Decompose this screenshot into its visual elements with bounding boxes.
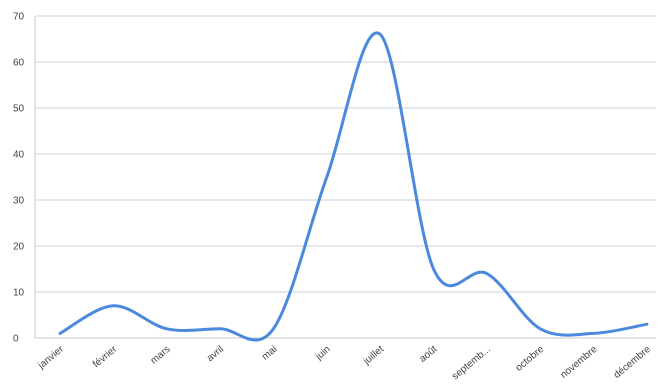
- x-tick-label: décembre: [612, 344, 653, 381]
- x-tick-label: juin: [313, 344, 333, 363]
- x-tick-label: juillet: [361, 344, 386, 368]
- y-tick-label: 70: [13, 12, 25, 23]
- x-tick-label: avril: [205, 344, 226, 364]
- x-tick-label: mai: [260, 344, 279, 363]
- x-tick-label: février: [91, 343, 120, 370]
- x-tick-label: août: [417, 344, 439, 365]
- series-layer: [58, 31, 649, 342]
- series-line: [58, 31, 649, 342]
- y-tick-label: 60: [13, 58, 25, 69]
- y-tick-label: 20: [13, 242, 25, 253]
- gridlines: [34, 15, 656, 339]
- y-tick-label: 30: [13, 196, 25, 207]
- y-tick-label: 50: [13, 104, 25, 115]
- x-tick-label: mars: [149, 344, 173, 367]
- x-tick-label: janvier: [36, 343, 67, 371]
- x-tick-label: septemb...: [450, 344, 493, 382]
- y-tick-label: 0: [13, 334, 19, 345]
- x-tick-label: novembre: [558, 344, 599, 381]
- x-axis-ticks: janvier février mars avril mai juin juillet aoû…: [36, 343, 654, 382]
- y-axis-ticks: 0 10 20 30 40 50 60 70: [13, 12, 25, 345]
- y-tick-label: 40: [13, 150, 25, 161]
- y-tick-label: 10: [13, 288, 25, 299]
- x-tick-label: octobre: [514, 344, 547, 374]
